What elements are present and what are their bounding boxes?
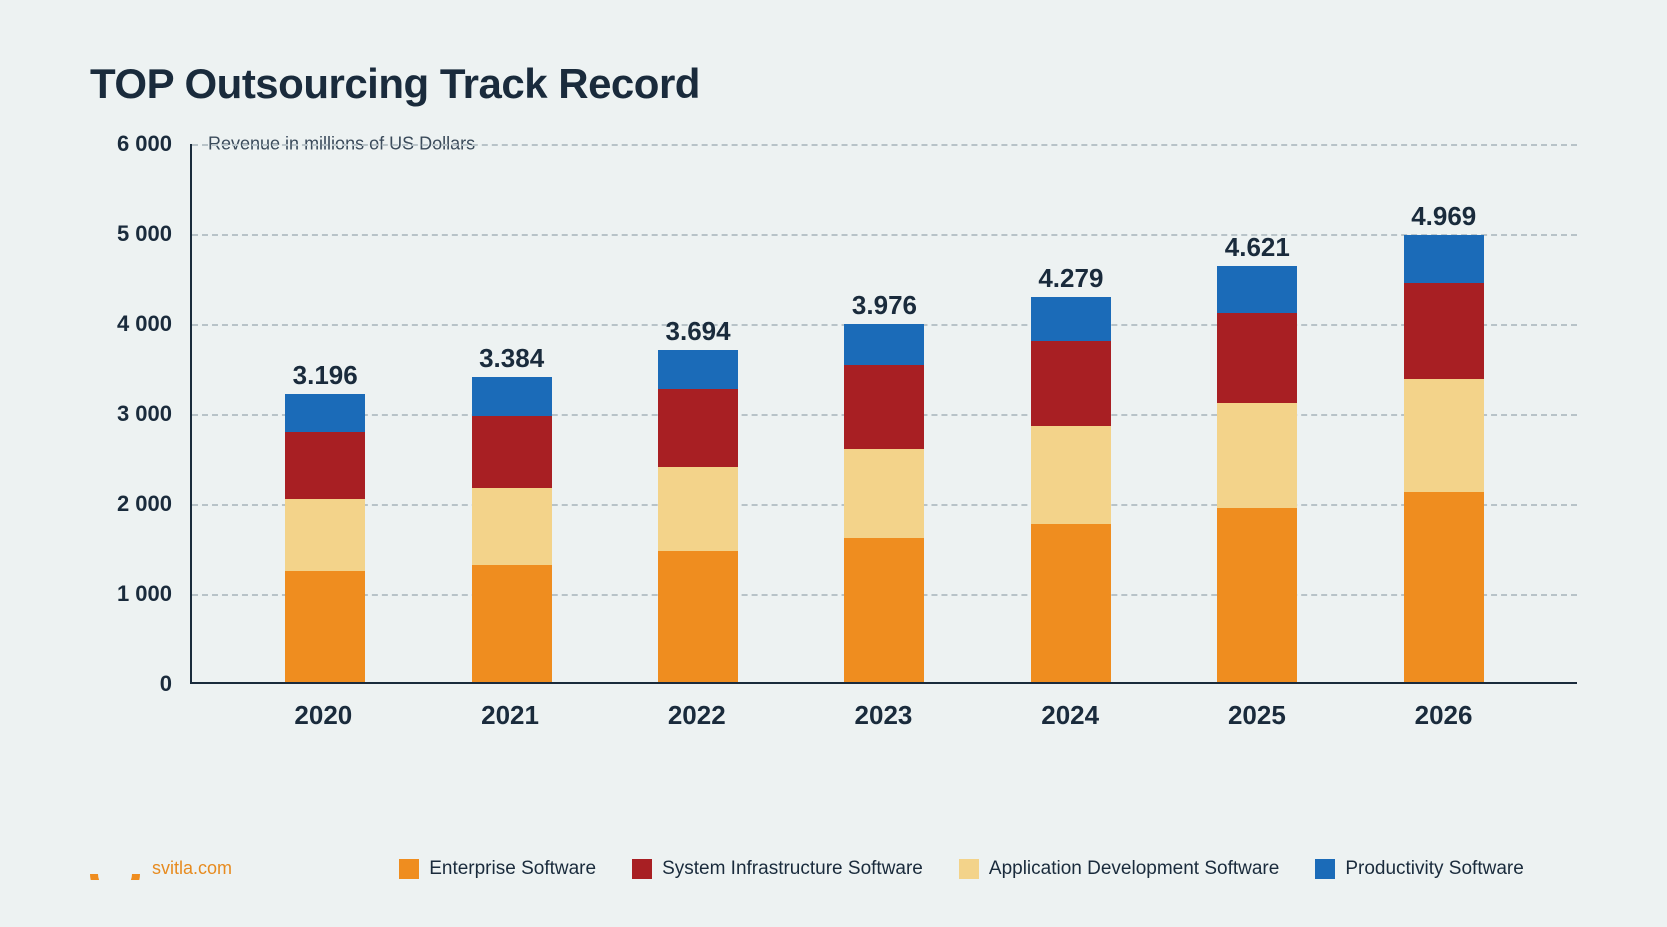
bar-segment	[1217, 403, 1297, 508]
bar-segment	[658, 467, 738, 551]
y-tick-label: 5 000	[90, 221, 190, 247]
bar-column: 3.976	[844, 144, 924, 682]
bar-segment	[285, 432, 365, 500]
brand-text: svitla.com	[152, 858, 232, 879]
legend-swatch	[399, 859, 419, 879]
y-tick-label: 1 000	[90, 581, 190, 607]
bar-segment	[844, 449, 924, 538]
bar-column: 3.384	[472, 144, 552, 682]
bar-segment	[658, 389, 738, 467]
y-tick-label: 3 000	[90, 401, 190, 427]
brand: svitla.com	[90, 852, 232, 885]
legend-swatch	[1315, 859, 1335, 879]
legend-item: System Infrastructure Software	[632, 858, 923, 880]
bar-segment	[1031, 341, 1111, 427]
x-tick-label: 2022	[657, 700, 737, 731]
bar-segment	[472, 377, 552, 415]
bar-column: 3.196	[285, 144, 365, 682]
legend-item: Enterprise Software	[399, 858, 596, 880]
brand-logo-icon	[90, 852, 140, 885]
bar-total-label: 3.694	[666, 316, 731, 347]
bar-column: 3.694	[658, 144, 738, 682]
y-tick-label: 0	[90, 671, 190, 697]
bar-column: 4.279	[1031, 144, 1111, 682]
bar-total-label: 4.279	[1038, 263, 1103, 294]
bar-segment	[1404, 492, 1484, 682]
bar-segment	[1217, 266, 1297, 313]
chart-area: 01 0002 0003 0004 0005 0006 000 Revenue …	[90, 144, 1577, 764]
bar-segment	[1217, 313, 1297, 403]
bar-segment	[1031, 524, 1111, 682]
x-tick-label: 2020	[283, 700, 363, 731]
bar-column: 4.969	[1404, 144, 1484, 682]
legend-label: Productivity Software	[1345, 858, 1523, 880]
page: TOP Outsourcing Track Record 0 1 000 2 000…	[0, 0, 1667, 927]
bar-segment	[285, 394, 365, 431]
legend-label: Application Development Software	[989, 858, 1279, 880]
bar-segment	[844, 538, 924, 682]
x-tick-label: 2024	[1030, 700, 1110, 731]
bar-column: 4.621	[1217, 144, 1297, 682]
bar-total-label: 3.384	[479, 343, 544, 374]
legend-swatch	[959, 859, 979, 879]
legend-swatch	[632, 859, 652, 879]
bar-segment	[472, 565, 552, 682]
bar-segment	[1404, 379, 1484, 492]
x-tick-label: 2025	[1217, 700, 1297, 731]
legend-item: Application Development Software	[959, 858, 1279, 880]
x-axis: 2020 2021 2022 2023 2024 2025 2026	[190, 700, 1577, 731]
bar-segment	[1217, 508, 1297, 682]
bar-total-label: 3.976	[852, 290, 917, 321]
bar-segment	[472, 416, 552, 488]
y-tick-label: 2 000	[90, 491, 190, 517]
bar-total-label: 3.196	[293, 360, 358, 391]
x-tick-label: 2023	[843, 700, 923, 731]
bar-segment	[658, 551, 738, 682]
bar-segment	[658, 350, 738, 389]
bar-segment	[1031, 297, 1111, 341]
bar-segment	[1404, 283, 1484, 378]
legend-item: Productivity Software	[1315, 858, 1523, 880]
legend-label: System Infrastructure Software	[662, 858, 923, 880]
x-tick-label: 2026	[1404, 700, 1484, 731]
y-tick-label: 6 000	[90, 131, 190, 157]
bar-segment	[844, 365, 924, 449]
bar-segment	[472, 488, 552, 565]
bars-container: 3.196 3.384 3.694 3.976 4.279 4.621 4.969	[192, 144, 1577, 682]
chart-title: TOP Outsourcing Track Record	[90, 60, 1577, 108]
y-tick-label: 4 000	[90, 311, 190, 337]
bar-segment	[1031, 426, 1111, 523]
y-axis: 01 0002 0003 0004 0005 0006 000	[90, 144, 190, 684]
footer: svitla.com Enterprise Software System Inf…	[90, 852, 1577, 885]
bar-segment	[285, 571, 365, 682]
legend: Enterprise Software System Infrastructure…	[346, 858, 1577, 880]
bar-segment	[1404, 235, 1484, 284]
legend-label: Enterprise Software	[429, 858, 596, 880]
x-tick-label: 2021	[470, 700, 550, 731]
plot-area: 3.196 3.384 3.694 3.976 4.279 4.621 4.969	[190, 144, 1577, 684]
bar-total-label: 4.969	[1411, 201, 1476, 232]
bar-segment	[844, 324, 924, 365]
bar-segment	[285, 499, 365, 571]
bar-total-label: 4.621	[1225, 232, 1290, 263]
